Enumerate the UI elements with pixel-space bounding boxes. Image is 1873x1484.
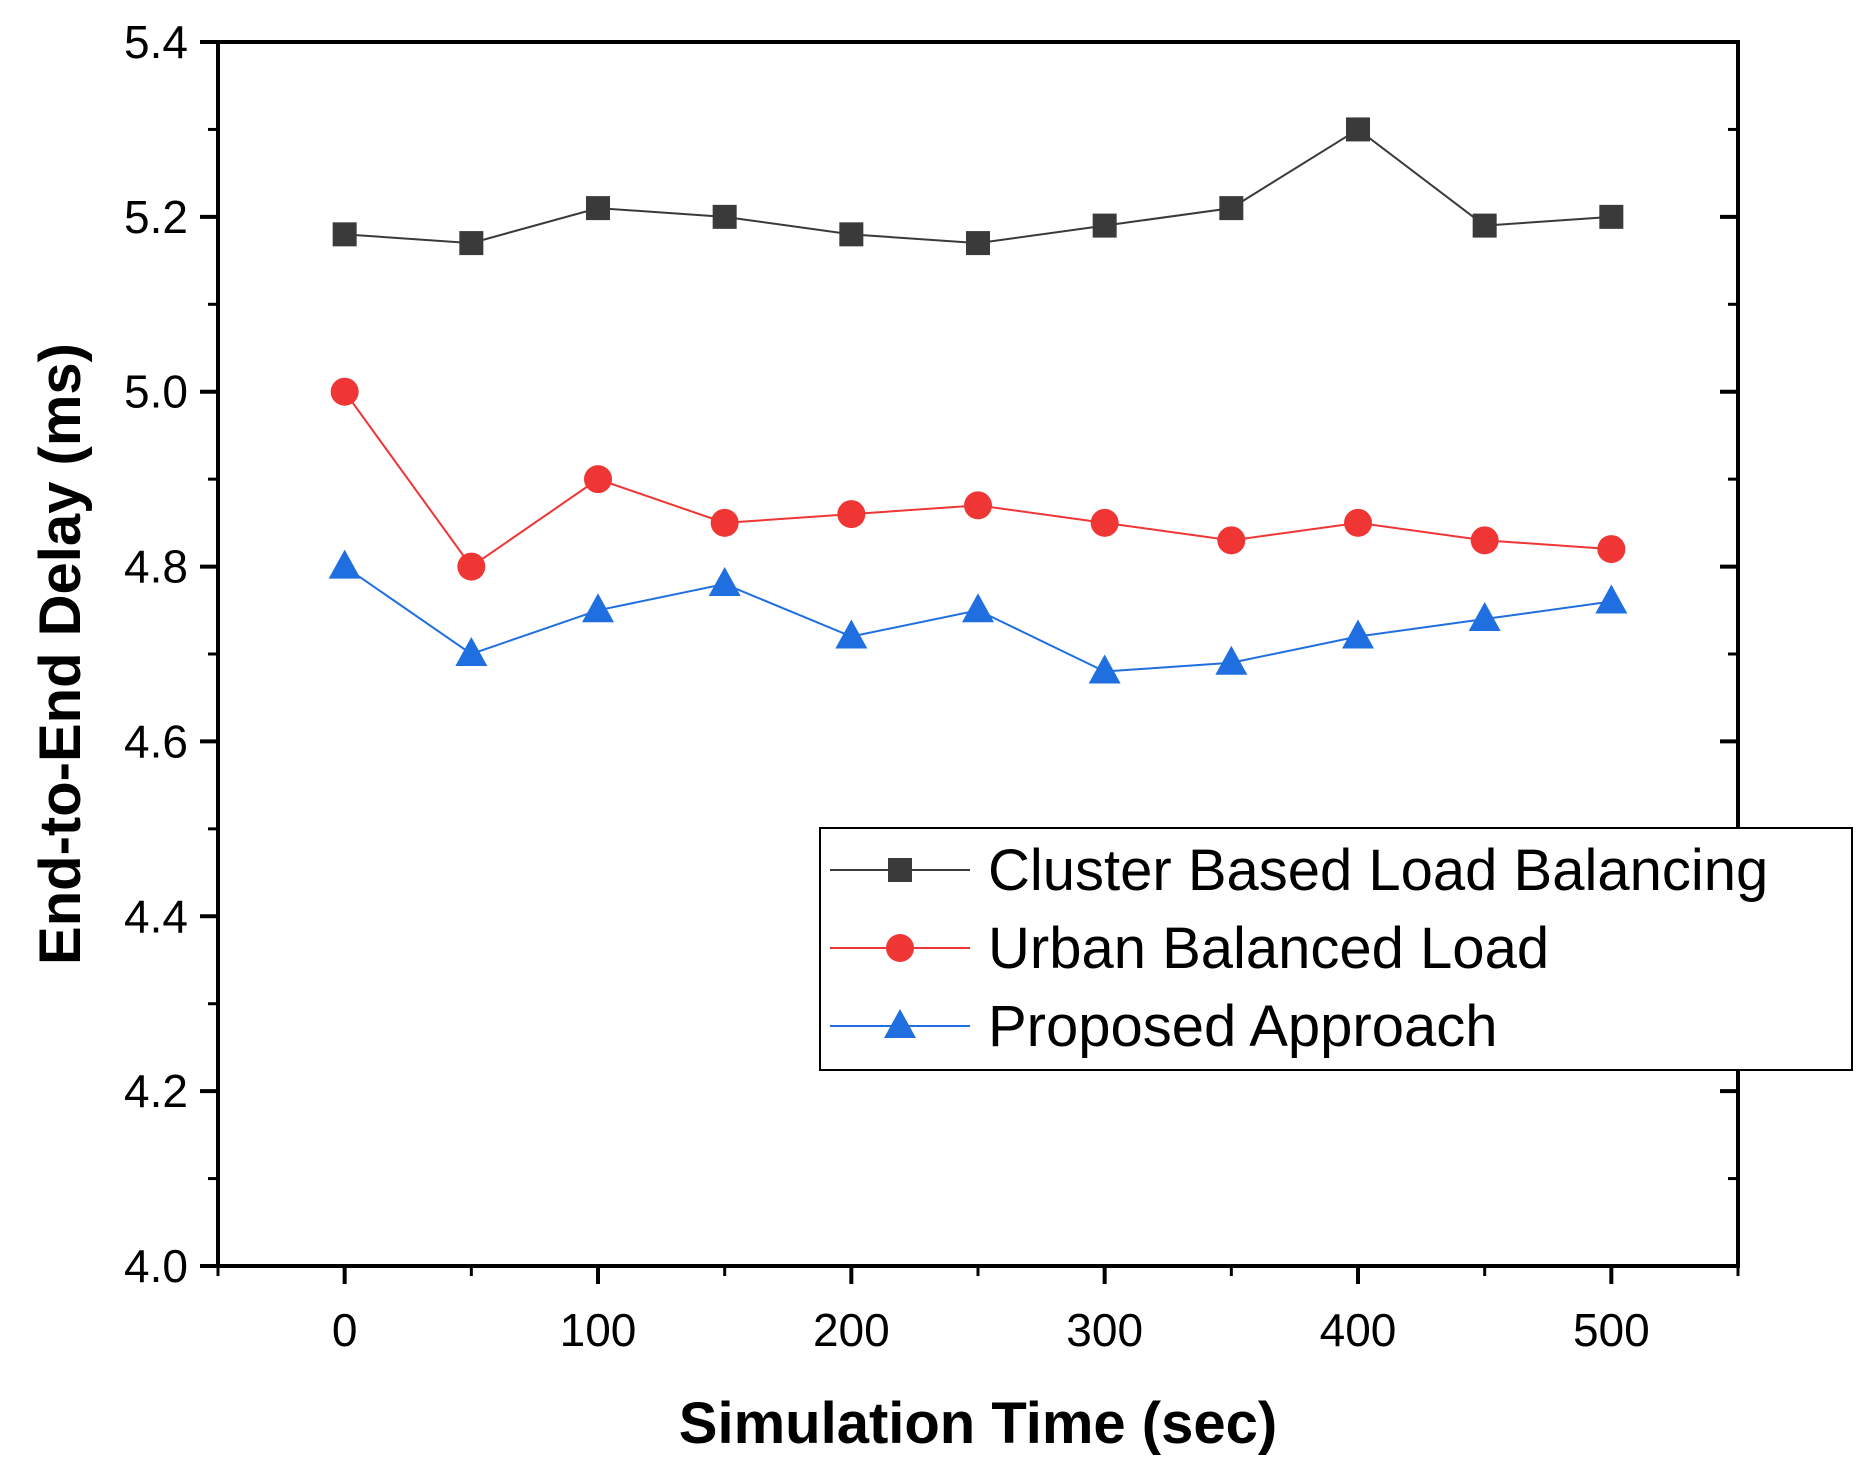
legend-marker-square	[888, 858, 912, 882]
data-point-triangle	[582, 593, 614, 623]
data-point-triangle	[455, 637, 488, 666]
data-point-circle	[1344, 508, 1372, 537]
x-tick-label: 300	[1066, 1304, 1143, 1356]
data-point-triangle	[962, 593, 994, 623]
legend-label: Urban Balanced Load	[988, 916, 1549, 981]
y-tick-label: 4.8	[124, 541, 188, 593]
data-point-square	[586, 196, 610, 221]
data-point-triangle	[328, 549, 361, 579]
y-tick-label: 5.0	[124, 366, 188, 418]
plot-area	[216, 40, 1740, 1268]
y-tick-label: 4.2	[124, 1065, 188, 1117]
data-point-circle	[964, 491, 992, 520]
series-2	[330, 377, 1626, 581]
data-point-triangle	[1088, 654, 1121, 684]
legend-box	[819, 827, 1853, 1071]
data-point-circle	[710, 508, 739, 537]
data-point-circle	[1470, 526, 1499, 555]
data-point-circle	[837, 500, 866, 529]
x-tick-label: 200	[813, 1304, 890, 1356]
x-tick-label: 100	[560, 1304, 637, 1356]
legend-marker-circle	[886, 934, 914, 962]
series-line	[343, 391, 1612, 568]
series-1	[332, 117, 1624, 256]
data-point-square	[1472, 213, 1497, 238]
x-tick-label: 500	[1573, 1304, 1650, 1356]
y-tick-label: 4.6	[124, 715, 188, 767]
data-point-square	[1346, 117, 1370, 142]
data-point-square	[1219, 196, 1244, 221]
x-axis-title: Simulation Time (sec)	[679, 1391, 1277, 1456]
legend-marker-triangle	[884, 1009, 916, 1038]
data-point-square	[966, 231, 990, 256]
data-point-circle	[330, 377, 359, 406]
axis-ticks: 4.0 4.2 4.4 4.6 4.8 5.0 5.2 5.4 0 100 200 300 400 500	[124, 16, 1740, 1356]
legend-label: Proposed Approach	[988, 994, 1497, 1059]
data-point-square	[332, 222, 357, 247]
data-point-square	[1092, 213, 1117, 238]
y-tick-label: 4.4	[124, 890, 188, 942]
data-point-triangle	[1215, 645, 1248, 675]
data-point-triangle	[1342, 619, 1374, 649]
legend: Cluster Based Load Balancing Urban Balanc…	[819, 827, 1853, 1071]
x-tick-label: 0	[332, 1304, 358, 1356]
y-axis-title: End-to-End Delay (ms)	[28, 343, 93, 965]
series-3	[328, 549, 1628, 684]
data-point-triangle	[708, 567, 741, 597]
data-point-square	[1599, 204, 1624, 229]
series-layer	[328, 117, 1628, 684]
legend-label: Cluster Based Load Balancing	[988, 838, 1768, 903]
data-point-circle	[1090, 508, 1119, 537]
data-point-triangle	[835, 619, 868, 649]
series-line	[344, 128, 1612, 245]
y-tick-label: 5.4	[124, 16, 188, 68]
data-point-circle	[1597, 535, 1626, 564]
x-tick-label: 400	[1320, 1304, 1397, 1356]
data-point-circle	[1217, 526, 1246, 555]
data-point-triangle	[1595, 584, 1628, 614]
data-point-square	[839, 222, 864, 247]
y-tick-label: 5.2	[124, 191, 188, 243]
data-point-circle	[457, 552, 486, 581]
data-point-circle	[584, 465, 612, 494]
data-point-triangle	[1468, 602, 1501, 632]
y-tick-label: 4.0	[124, 1240, 188, 1292]
data-point-square	[712, 204, 737, 229]
data-point-square	[459, 231, 484, 256]
